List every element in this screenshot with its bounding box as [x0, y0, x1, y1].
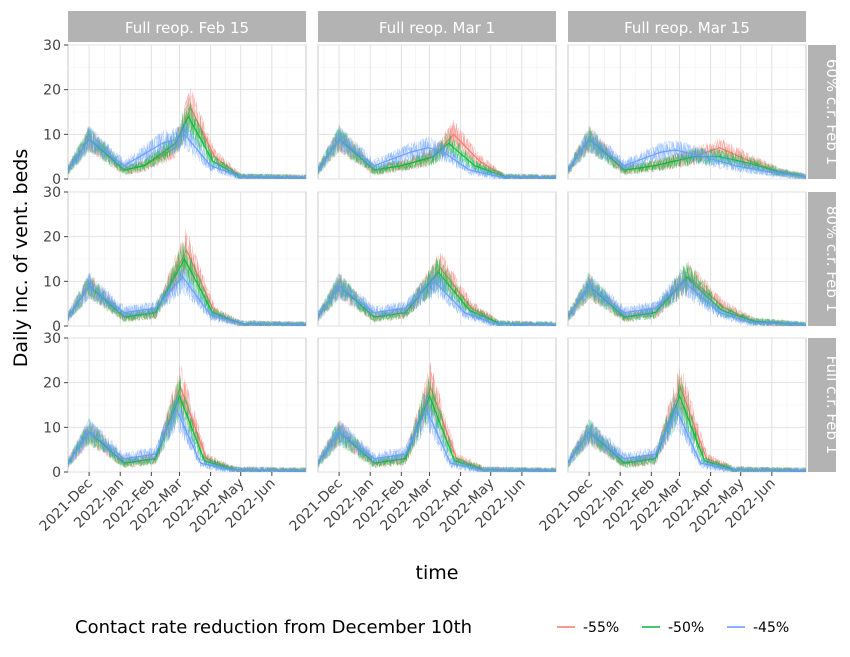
- y-tick-label: 20: [43, 83, 61, 99]
- series-line--45pct: [68, 275, 306, 326]
- column-strip: [318, 11, 556, 42]
- y-tick-label: 20: [43, 376, 61, 392]
- y-tick-label: 20: [43, 230, 61, 246]
- column-strip-label: Full reop. Mar 1: [379, 19, 495, 37]
- panel-r0-c2: [567, 44, 807, 180]
- series-line--50pct: [568, 137, 806, 178]
- row-strip: [808, 45, 836, 179]
- panel-r0-c1: [317, 44, 557, 180]
- legend-label: -50%: [668, 620, 704, 636]
- y-tick-label: 30: [43, 185, 61, 201]
- row-strip: [808, 192, 836, 326]
- panel-r1-c2: [567, 191, 807, 327]
- row-strip-label: 80% c.r. Feb 1: [823, 206, 841, 312]
- column-strip: [568, 11, 806, 42]
- panel-r1-c0: [67, 191, 307, 327]
- row-strips: 60% c.r. Feb 1 80% c.r. Feb 1 Full c.r. Fe…: [808, 45, 841, 472]
- x-axis-title: time: [416, 562, 459, 584]
- panel-r1-c1: [317, 191, 557, 327]
- series-line--45pct: [318, 137, 556, 179]
- legend: Contact rate reduction from December 10t…: [75, 617, 789, 638]
- y-tick-label: 0: [52, 465, 61, 481]
- series-line--45pct: [68, 133, 306, 179]
- x-axes: 2021-Dec2022-Jan2022-Feb2022-Mar2022-Apr…: [37, 472, 779, 536]
- legend-title: Contact rate reduction from December 10t…: [75, 617, 472, 638]
- y-tick-label: 30: [43, 331, 61, 347]
- series-line--45pct: [318, 280, 556, 326]
- column-strip-label: Full reop. Feb 15: [125, 19, 249, 37]
- row-strip-label: Full c.r. Feb 1: [823, 356, 841, 455]
- y-tick-label: 10: [43, 420, 61, 436]
- series-line--50pct: [568, 276, 806, 326]
- series-line--45pct: [568, 137, 806, 178]
- y-tick-label: 10: [43, 127, 61, 143]
- row-strip-label: 60% c.r. Feb 1: [823, 59, 841, 165]
- series-line--45pct: [568, 280, 806, 326]
- panels: [67, 44, 807, 473]
- panel-r0-c0: [67, 44, 307, 180]
- y-axis-title: Daily inc. of vent. beds: [10, 149, 32, 368]
- panel-r2-c1: [317, 337, 557, 473]
- series-line--45pct: [318, 408, 556, 472]
- panel-r2-c0: [67, 337, 307, 473]
- column-strips: Full reop. Feb 15 Full reop. Mar 1 Full re…: [68, 11, 806, 42]
- legend-label: -45%: [753, 620, 789, 636]
- y-tick-label: 0: [52, 172, 61, 188]
- row-strip: [808, 338, 836, 472]
- y-tick-label: 0: [52, 319, 61, 335]
- series-line--45pct: [68, 408, 306, 472]
- y-tick-label: 30: [43, 38, 61, 54]
- y-tick-label: 10: [43, 274, 61, 290]
- column-strip: [68, 11, 306, 42]
- column-strip-label: Full reop. Mar 15: [624, 19, 750, 37]
- series-line--45pct: [568, 408, 806, 472]
- legend-label: -55%: [583, 620, 619, 636]
- panel-r2-c2: [567, 337, 807, 473]
